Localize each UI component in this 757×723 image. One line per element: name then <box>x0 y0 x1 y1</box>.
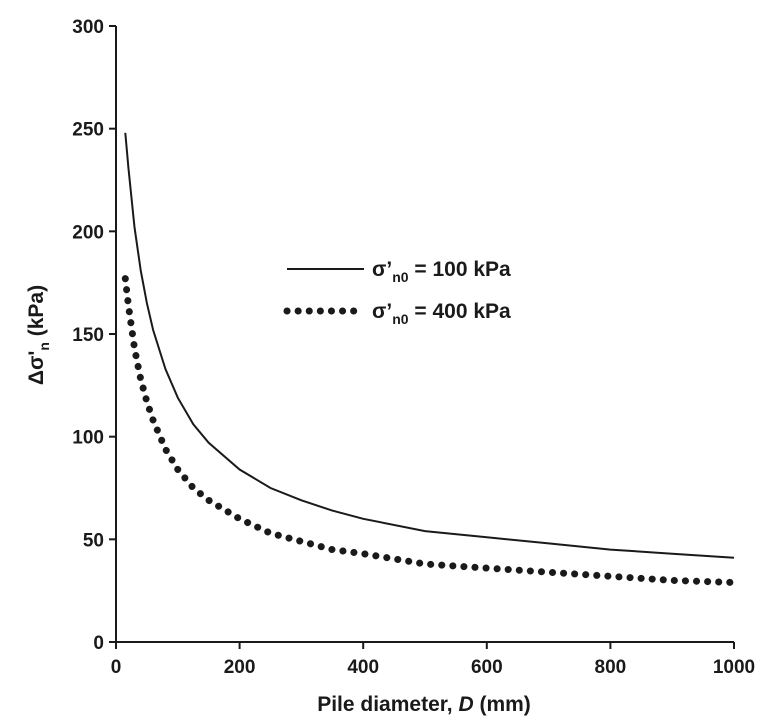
y-tick-label: 250 <box>72 120 104 141</box>
series-line-2-dotted <box>121 275 738 586</box>
y-tick-label: 300 <box>72 17 104 38</box>
legend-label-series-1: σ’n0 = 100 kPa <box>372 258 511 285</box>
x-tick-label: 1000 <box>713 657 755 678</box>
x-tick-label: 400 <box>347 657 379 678</box>
series-line-1-solid <box>124 132 735 559</box>
axes: 0 50 100 150 200 250 300 0 200 400 600 800 1000 <box>72 17 755 678</box>
x-tick-label: 600 <box>471 657 503 678</box>
legend: σ’n0 = 100 kPa σ’n0 = 400 kPa <box>283 258 511 327</box>
legend-label-series-2: σ’n0 = 400 kPa <box>372 300 511 327</box>
x-tick-label: 0 <box>111 657 122 678</box>
series-lines <box>121 132 738 586</box>
y-tick-label: 0 <box>93 633 104 654</box>
x-tick-label: 800 <box>595 657 627 678</box>
y-tick-label: 150 <box>72 325 104 346</box>
y-tick-label: 50 <box>83 530 104 551</box>
y-tick-label: 100 <box>72 428 104 449</box>
x-tick-label: 200 <box>224 657 256 678</box>
x-axis-title: Pile diameter, D (mm) <box>317 693 531 716</box>
y-tick-label: 200 <box>72 222 104 243</box>
y-axis-title: Δσ'n (kPa) <box>25 285 52 385</box>
